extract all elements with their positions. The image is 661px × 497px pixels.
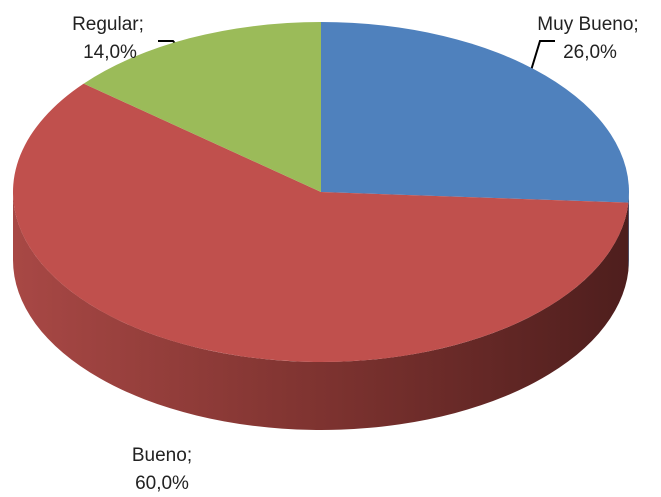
category-label: Bueno;: [132, 445, 192, 466]
slice: [321, 22, 629, 203]
slice: [12, 83, 629, 363]
value-label: 26,0%: [563, 42, 617, 63]
slice-side: [628, 192, 629, 271]
category-label: Muy Bueno;: [537, 14, 638, 35]
slice: [83, 22, 322, 192]
category-label: Regular;: [72, 14, 144, 35]
value-label: 60,0%: [135, 473, 189, 494]
value-label: 14,0%: [83, 42, 137, 63]
slice-side: [13, 192, 629, 430]
